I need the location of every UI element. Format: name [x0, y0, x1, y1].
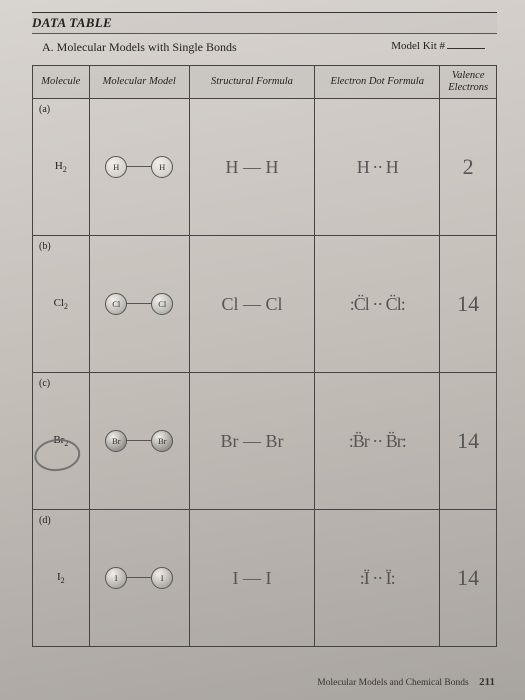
- col-molecule: Molecule: [33, 66, 90, 99]
- atom-ball-icon: H: [105, 156, 127, 178]
- model-cell: HH: [89, 99, 189, 236]
- electron-dot-cell: :Ï ·· Ï:: [315, 510, 440, 647]
- valence-handwriting: 14: [457, 428, 479, 453]
- electron-dot-cell: :C̈l ·· C̈l:: [315, 236, 440, 373]
- page-footer: Molecular Models and Chemical Bonds 211: [317, 676, 495, 688]
- table-row: (c)Br2 Br Br Br — Br :B̈r ·· B̈r: 14: [33, 373, 497, 510]
- structural-cell: Br — Br: [189, 373, 314, 510]
- atom-ball-icon: Cl: [105, 293, 127, 315]
- row-label: (c): [39, 378, 50, 389]
- structural-handwriting: H — H: [225, 157, 278, 177]
- structural-cell: I — I: [189, 510, 314, 647]
- molecule-cell: (a) H2: [33, 99, 90, 236]
- electron-dot-handwriting: :B̈r ·· B̈r:: [349, 431, 406, 451]
- ball-stick-model: Br Br: [105, 430, 173, 452]
- molecule-formula: I2: [35, 571, 87, 585]
- structural-handwriting: Cl — Cl: [221, 294, 282, 314]
- model-kit-field: Model Kit #: [391, 40, 485, 52]
- valence-cell: 14: [440, 510, 497, 647]
- electron-dot-cell: H ·· H: [315, 99, 440, 236]
- row-label: (a): [39, 104, 50, 115]
- row-label: (b): [39, 241, 51, 252]
- atom-ball-icon: I: [105, 567, 127, 589]
- model-cell: II: [89, 510, 189, 647]
- molecule-cell: (d) I2: [33, 510, 90, 647]
- valence-cell: 14: [440, 373, 497, 510]
- atom-ball-icon: Br: [151, 430, 173, 452]
- molecule-cell: (b) Cl2: [33, 236, 90, 373]
- molecule-formula: H2: [35, 160, 87, 174]
- row-label: (d): [39, 515, 51, 526]
- footer-page: 211: [479, 676, 495, 688]
- col-valence: Valence Electrons: [440, 66, 497, 99]
- atom-ball-icon: I: [151, 567, 173, 589]
- col-model: Molecular Model: [89, 66, 189, 99]
- electron-dot-handwriting: :C̈l ·· C̈l:: [350, 294, 405, 314]
- bond-line-icon: [126, 303, 152, 304]
- bond-line-icon: [126, 166, 152, 167]
- col-electron-dot: Electron Dot Formula: [315, 66, 440, 99]
- structural-cell: H — H: [189, 99, 314, 236]
- ball-stick-model: HH: [105, 156, 173, 178]
- table-row: (b) Cl2 Cl Cl Cl — Cl :C̈l ·· C̈l: 14: [33, 236, 497, 373]
- atom-ball-icon: H: [151, 156, 173, 178]
- data-table: Molecule Molecular Model Structural Form…: [32, 65, 497, 647]
- col-structural: Structural Formula: [189, 66, 314, 99]
- model-kit-blank: [447, 48, 485, 49]
- bond-line-icon: [126, 440, 152, 441]
- electron-dot-cell: :B̈r ·· B̈r:: [315, 373, 440, 510]
- bond-line-icon: [126, 577, 152, 578]
- molecule-cell: (c)Br2: [33, 373, 90, 510]
- footer-text: Molecular Models and Chemical Bonds: [317, 678, 468, 688]
- valence-handwriting: 2: [463, 154, 474, 179]
- valence-cell: 14: [440, 236, 497, 373]
- electron-dot-handwriting: :Ï ·· Ï:: [360, 568, 395, 588]
- molecule-formula: Cl2: [35, 297, 87, 311]
- valence-handwriting: 14: [457, 565, 479, 590]
- valence-handwriting: 14: [457, 291, 479, 316]
- valence-cell: 2: [440, 99, 497, 236]
- data-table-title: DATA TABLE: [32, 12, 497, 34]
- ball-stick-model: Cl Cl: [105, 293, 173, 315]
- model-kit-label: Model Kit #: [391, 40, 445, 52]
- ball-stick-model: II: [105, 567, 173, 589]
- structural-handwriting: Br — Br: [220, 431, 283, 451]
- model-cell: Cl Cl: [89, 236, 189, 373]
- structural-cell: Cl — Cl: [189, 236, 314, 373]
- electron-dot-handwriting: H ·· H: [357, 157, 398, 177]
- atom-ball-icon: Cl: [151, 293, 173, 315]
- atom-ball-icon: Br: [105, 430, 127, 452]
- structural-handwriting: I — I: [232, 568, 271, 588]
- table-row: (a)H2HHH — HH ·· H2: [33, 99, 497, 236]
- table-row: (d)I2III — I:Ï ·· Ï:14: [33, 510, 497, 647]
- model-cell: Br Br: [89, 373, 189, 510]
